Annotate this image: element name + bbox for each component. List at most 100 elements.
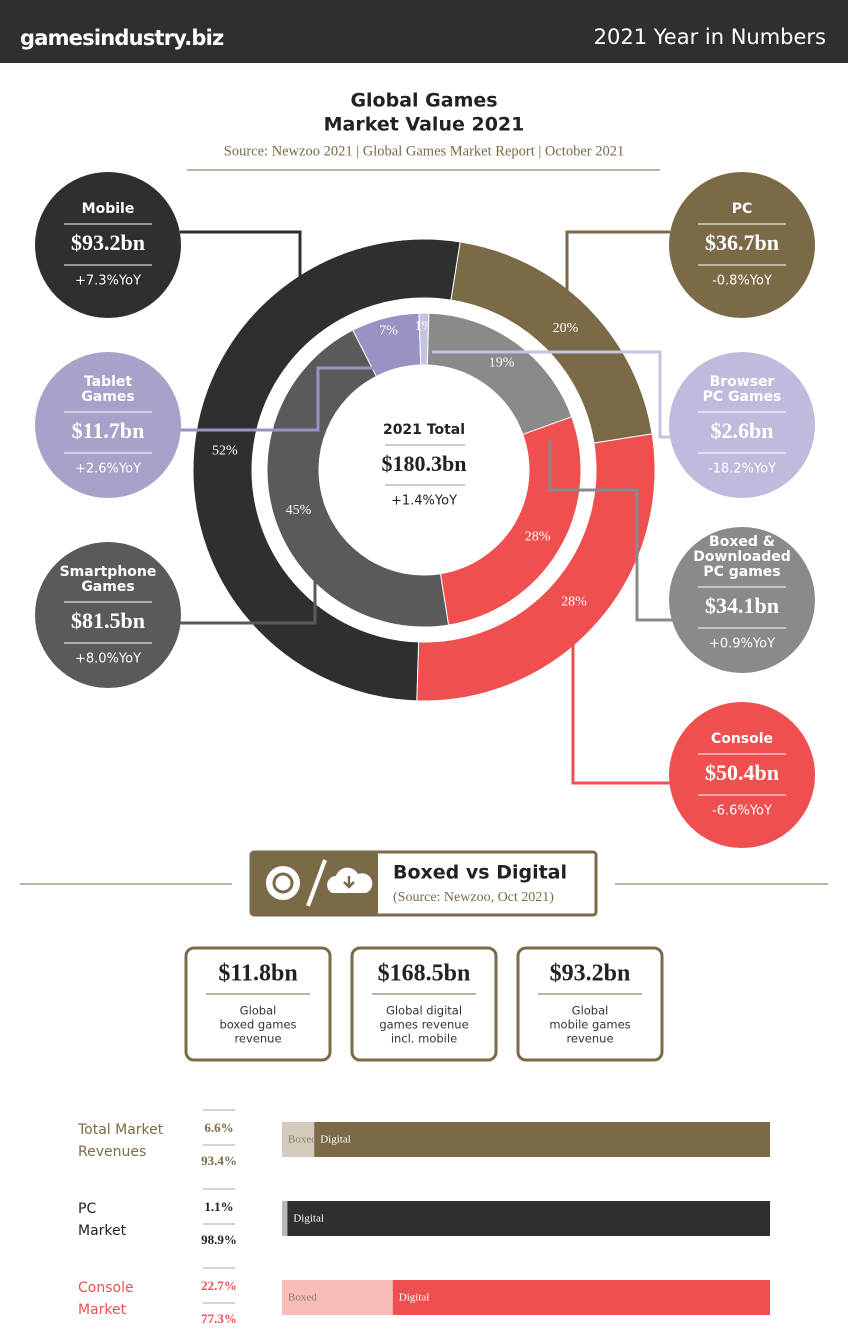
- bar-segment: [392, 1280, 770, 1315]
- callout-change: +0.9%YoY: [709, 637, 775, 652]
- donut-segment: [266, 329, 450, 628]
- callout-name: Browser: [710, 374, 775, 390]
- stat-description: Global digital: [386, 1004, 462, 1018]
- header-bar: [0, 0, 848, 63]
- section-title: Boxed vs Digital: [393, 862, 567, 884]
- callouts: Mobile$93.2bn+7.3%YoYTabletGames$11.7bn+…: [35, 172, 815, 848]
- bar-segment: [314, 1122, 770, 1157]
- callout-circle: [669, 527, 815, 673]
- bar-segment: [287, 1201, 770, 1236]
- callout-value: $50.4bn: [705, 760, 779, 785]
- callout-value: $34.1bn: [705, 593, 779, 618]
- callout-name: Games: [81, 389, 134, 405]
- center-title: 2021 Total: [383, 422, 465, 438]
- callout-name: PC games: [703, 564, 780, 580]
- callout-change: +2.6%YoY: [75, 462, 141, 477]
- value-label: 28%: [525, 529, 551, 544]
- disc-icon: [272, 872, 294, 894]
- segment-label: Boxed: [288, 1292, 317, 1304]
- callout-name: Games: [81, 579, 134, 595]
- stat-box: [184, 946, 332, 1062]
- callout-value: $11.7bn: [72, 418, 145, 443]
- percent-label: 77.3%: [201, 1311, 237, 1326]
- stat-description: revenue: [566, 1032, 613, 1046]
- row-label: Total Market: [77, 1122, 164, 1138]
- bar-segment: [282, 1201, 288, 1236]
- stat-value: $168.5bn: [378, 961, 471, 987]
- callout-value: $2.6bn: [711, 418, 774, 443]
- connector: [571, 640, 672, 785]
- stat-description: revenue: [234, 1032, 281, 1046]
- callout-change: +7.3%YoY: [75, 274, 141, 289]
- percent-label: 6.6%: [204, 1120, 233, 1135]
- callout-name: Smartphone: [60, 564, 157, 580]
- connector: [180, 580, 317, 625]
- connector: [548, 440, 672, 622]
- segment-label: Digital: [399, 1292, 430, 1304]
- callout-change: -0.8%YoY: [712, 274, 772, 289]
- connector: [180, 366, 386, 432]
- callout-name: Tablet: [84, 374, 133, 390]
- stat-value: $93.2bn: [550, 961, 631, 987]
- segment-label: Digital: [320, 1134, 351, 1146]
- stat-box: [516, 946, 664, 1062]
- row-label: Revenues: [78, 1144, 146, 1160]
- value-label: 20%: [553, 321, 579, 336]
- callout-circle: [35, 542, 181, 688]
- callout-value: $93.2bn: [71, 230, 145, 255]
- stat-description: Global: [240, 1004, 277, 1018]
- callout-value: $36.7bn: [705, 230, 779, 255]
- row-label: Market: [78, 1223, 127, 1239]
- stat-value: $11.8bn: [218, 961, 297, 987]
- value-label: 28%: [561, 594, 587, 609]
- percent-label: 93.4%: [201, 1153, 237, 1168]
- callout-circle: [669, 702, 815, 848]
- callout-circle: [669, 172, 815, 318]
- callout-name: Mobile: [82, 201, 135, 217]
- value-label: 45%: [286, 503, 312, 518]
- callout-name: PC: [732, 201, 753, 217]
- callout: PC $36.7bn -0.8%YoY: [669, 172, 815, 318]
- donut: 20%28%52%7% 1%19%28%45%: [192, 238, 656, 702]
- center-change: +1.4%YoY: [391, 494, 457, 509]
- chart-title: Market Value 2021: [324, 114, 525, 136]
- chart-subtitle: Source: Newzoo 2021 | Global Games Marke…: [224, 143, 624, 159]
- header-title: 2021 Year in Numbers: [594, 25, 826, 49]
- callout-circle: [35, 352, 181, 498]
- stat-box: [350, 946, 498, 1062]
- callout-circle: [35, 172, 181, 318]
- row-label: PC: [78, 1201, 96, 1217]
- bar-segment: [282, 1280, 393, 1315]
- segment-label: Digital: [293, 1213, 324, 1225]
- donut-segment: [192, 238, 461, 702]
- callout: Mobile $93.2bn +7.3%YoY: [35, 172, 181, 318]
- callout-name: Downloaded: [693, 549, 791, 565]
- callout-name: Console: [711, 731, 773, 747]
- callout-name: Boxed &: [709, 534, 775, 550]
- chart-title: Global Games: [350, 90, 497, 112]
- value-label: 52%: [212, 443, 238, 458]
- callout-change: -18.2%YoY: [708, 462, 776, 477]
- slash: [306, 859, 327, 907]
- connector: [565, 230, 670, 290]
- percent-label: 22.7%: [201, 1278, 237, 1293]
- disc-icon: [266, 866, 300, 900]
- stat-description: Global: [572, 1004, 609, 1018]
- bar-segment: [282, 1122, 315, 1157]
- segment-label: Boxed: [288, 1134, 317, 1146]
- row-label: Console: [78, 1280, 134, 1296]
- connector: [180, 230, 302, 282]
- connector: [432, 350, 672, 439]
- callout: Console $50.4bn -6.6%YoY: [669, 702, 815, 848]
- stat-description: boxed games: [219, 1018, 296, 1032]
- download-icon: [343, 876, 355, 889]
- center-value: $180.3bn: [382, 451, 467, 476]
- stat-description: games revenue: [379, 1018, 468, 1032]
- section-source: (Source: Newzoo, Oct 2021): [393, 890, 554, 905]
- value-label: 19%: [489, 355, 515, 370]
- callout-value: $81.5bn: [71, 608, 145, 633]
